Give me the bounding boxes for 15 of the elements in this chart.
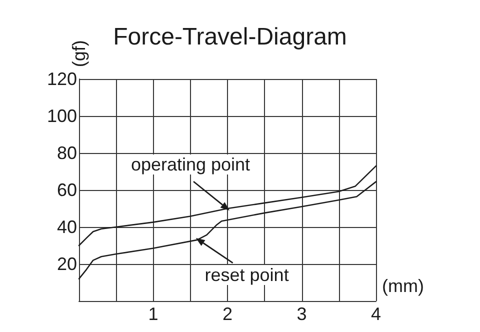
y-tick-label: 120: [46, 69, 77, 89]
chart-title: Force-Travel-Diagram: [113, 24, 347, 50]
x-tick-label: 4: [370, 304, 382, 324]
x-axis-title: (mm): [382, 276, 424, 296]
x-tick-label: 3: [296, 304, 307, 324]
y-tick-label: 80: [56, 143, 77, 163]
annotation: reset point: [204, 264, 289, 285]
x-tick-label: 1: [148, 304, 158, 324]
annotation: operating point: [130, 154, 250, 174]
x-tick-label: 2: [222, 304, 233, 324]
y-tick-label: 100: [46, 106, 77, 126]
y-tick-label: 20: [56, 254, 77, 274]
y-axis-title: (gf): [69, 40, 89, 68]
y-tick-label: 40: [56, 217, 77, 237]
y-tick-label: 60: [56, 180, 77, 200]
